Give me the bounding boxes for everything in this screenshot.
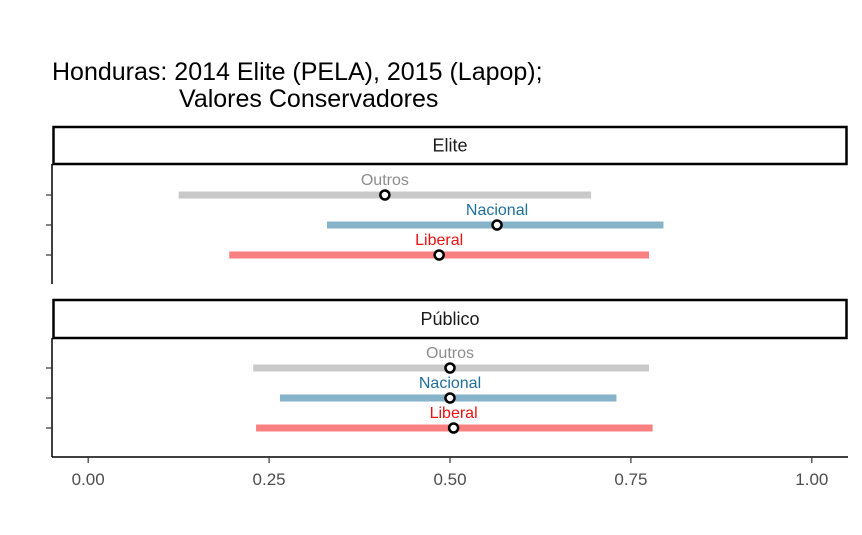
chart-title-line2: Valores Conservadores [179,85,438,113]
panel-2: Público Outros Nacional Liberal [46,298,848,457]
estimate-point [444,392,456,404]
chart-title-line1: Honduras: 2014 Elite (PELA), 2015 (Lapop… [52,58,543,86]
x-tick-label: 0.00 [72,470,105,489]
series-nacional: Nacional [326,202,664,231]
panel-strip [52,125,848,166]
series-outros: Outros [178,172,592,201]
x-tick-label: 0.25 [253,470,286,489]
series-liberal: Liberal [229,232,649,261]
x-tick-label: 0.50 [433,470,466,489]
series-label: Liberal [430,405,478,422]
panel-strip [52,298,848,340]
panel-strip-label: Elite [432,136,467,156]
series-label: Nacional [419,375,481,392]
series-nacional: Nacional [279,375,617,404]
series-outros: Outros [253,345,649,374]
estimate-point [379,189,391,201]
series-label: Liberal [415,232,463,249]
series-label: Nacional [466,202,528,219]
estimate-point [444,362,456,374]
series-label: Outros [361,172,409,189]
plot-area: EliteOutrosNacionalLiberalPúblicoOutrosN… [46,125,848,489]
estimate-point [433,249,445,261]
x-tick-label: 0.75 [614,470,647,489]
series-liberal: Liberal [256,405,653,434]
series-label: Outros [426,345,474,362]
x-tick-label: 1.00 [795,470,828,489]
panel-strip-label: Público [420,309,479,329]
estimate-point [447,422,460,434]
estimate-point [491,219,503,231]
